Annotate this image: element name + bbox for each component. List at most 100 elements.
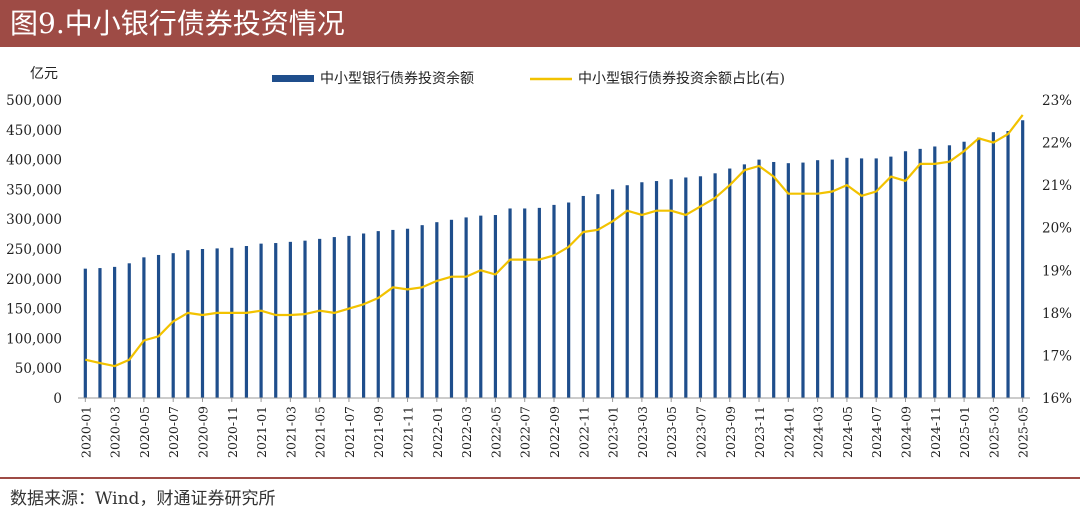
bar xyxy=(127,263,131,398)
bar xyxy=(464,217,468,398)
bar xyxy=(537,207,541,398)
x-tick-label: 2023-05 xyxy=(664,406,679,458)
right-tick-label: 20% xyxy=(1042,221,1072,237)
x-axis: 2020-01 2020-03 2020-05 2020-07 2020-09 2020-… xyxy=(78,397,1031,458)
x-tick-label: 2023-07 xyxy=(693,406,708,458)
bar xyxy=(1021,120,1025,398)
bar xyxy=(684,177,688,398)
left-tick-label: 350,000 xyxy=(6,182,62,198)
bar xyxy=(288,241,292,398)
bar xyxy=(713,173,717,398)
bar xyxy=(274,243,278,398)
left-tick-label: 0 xyxy=(53,391,62,407)
bar xyxy=(98,268,102,398)
bar xyxy=(669,179,673,398)
bar xyxy=(391,229,395,398)
bar xyxy=(874,158,878,398)
x-tick-label: 2023-09 xyxy=(723,406,738,458)
bars xyxy=(83,120,1025,398)
x-tick-label: 2024-01 xyxy=(781,406,796,458)
x-tick-label: 2022-07 xyxy=(518,406,533,458)
bar xyxy=(698,176,703,398)
bar xyxy=(889,156,893,398)
x-tick-label: 2021-01 xyxy=(254,406,269,458)
legend-line-label: 中小型银行债券投资余额占比(右) xyxy=(578,70,785,87)
bar xyxy=(318,238,322,398)
left-tick-label: 150,000 xyxy=(6,302,62,318)
bar xyxy=(962,141,966,398)
x-tick-label: 2021-09 xyxy=(371,406,386,458)
bar xyxy=(420,225,424,398)
bar xyxy=(83,268,87,398)
right-tick-label: 19% xyxy=(1042,263,1072,279)
x-tick-label: 2020-05 xyxy=(137,406,152,458)
bar xyxy=(435,222,439,398)
bar xyxy=(933,146,937,398)
left-tick-label: 400,000 xyxy=(6,153,62,169)
x-tick-label: 2023-03 xyxy=(635,406,650,458)
x-tick-label: 2020-03 xyxy=(108,406,123,458)
legend-bar-swatch xyxy=(272,75,314,82)
bar xyxy=(728,168,732,398)
bar xyxy=(581,195,585,398)
x-tick-label: 2022-09 xyxy=(547,406,562,458)
x-tick-label: 2024-03 xyxy=(811,406,826,458)
bar xyxy=(362,233,366,398)
figure-title: 图9.中小银行债券投资情况 xyxy=(10,7,345,40)
x-tick-label: 2021-07 xyxy=(342,406,357,458)
left-tick-label: 500,000 xyxy=(6,93,62,109)
x-tick-label: 2020-09 xyxy=(195,406,210,458)
x-tick-label: 2020-07 xyxy=(166,406,181,458)
right-tick-label: 16% xyxy=(1042,391,1072,407)
x-tick-label: 2021-03 xyxy=(283,406,298,458)
bar xyxy=(523,208,527,398)
bar xyxy=(303,240,307,398)
bar xyxy=(142,257,146,398)
bar xyxy=(230,247,234,398)
bar xyxy=(757,159,761,398)
bar xyxy=(493,215,498,398)
bar xyxy=(918,148,922,398)
x-tick-label: 2022-11 xyxy=(576,406,591,458)
x-tick-label: 2024-05 xyxy=(840,406,855,458)
bar xyxy=(376,231,380,398)
bar xyxy=(610,189,615,398)
bar xyxy=(947,145,952,398)
bar xyxy=(654,181,659,398)
bar xyxy=(772,161,776,398)
right-axis-labels: 23% 22% 21% 20% 19% 18% 17% 16% xyxy=(1042,93,1072,407)
bar xyxy=(113,266,117,398)
right-tick-label: 21% xyxy=(1042,178,1072,194)
bar xyxy=(186,250,190,398)
x-tick-label: 2020-01 xyxy=(78,406,93,458)
bar xyxy=(845,157,849,398)
bar xyxy=(640,182,644,398)
x-tick-label: 2025-01 xyxy=(957,406,972,458)
bar xyxy=(215,248,219,398)
x-tick-label: 2020-11 xyxy=(225,406,240,458)
title-bar: 图9.中小银行债券投资情况 xyxy=(0,0,1080,47)
bar xyxy=(1006,130,1010,398)
bar xyxy=(171,253,175,398)
bar xyxy=(816,160,820,398)
x-tick-label: 2023-11 xyxy=(752,406,767,458)
bar xyxy=(200,249,205,398)
x-tick-label: 2023-01 xyxy=(606,406,621,458)
bar xyxy=(332,237,336,398)
x-tick-label: 2025-03 xyxy=(986,406,1001,458)
share-line xyxy=(85,114,1024,368)
footer-divider xyxy=(0,477,1080,479)
bar xyxy=(405,228,410,398)
x-tick-label: 2022-05 xyxy=(488,406,503,458)
left-axis-labels: 亿元 500,000 450,000 400,000 350,000 300,000 250… xyxy=(6,66,62,407)
bar xyxy=(625,185,629,398)
bar xyxy=(596,194,600,398)
legend-bar-label: 中小型银行债券投资余额 xyxy=(320,70,474,87)
right-tick-label: 23% xyxy=(1042,93,1072,109)
left-tick-label: 250,000 xyxy=(6,242,62,258)
left-axis-unit: 亿元 xyxy=(30,66,58,82)
chart: 亿元 500,000 450,000 400,000 350,000 300,000 250… xyxy=(6,66,1072,458)
bar xyxy=(479,215,483,398)
bar xyxy=(991,132,995,398)
share-line-group xyxy=(85,114,1024,368)
